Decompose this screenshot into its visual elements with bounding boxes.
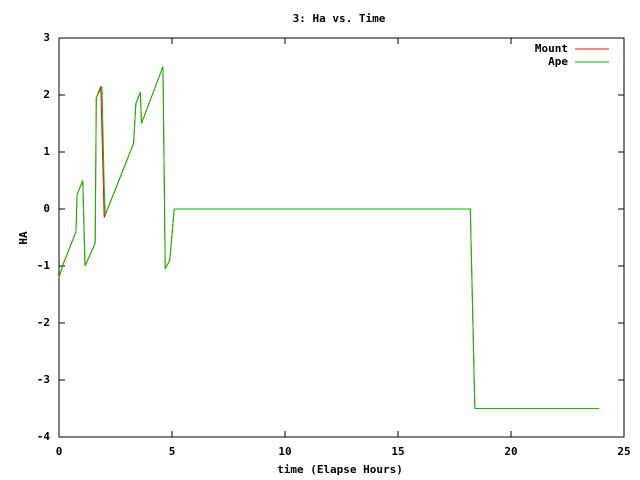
y-tick-label: 0 xyxy=(43,202,50,215)
chart-title: 3: Ha vs. Time xyxy=(293,12,386,25)
x-tick-label: 0 xyxy=(56,445,63,458)
x-axis-label: time (Elapse Hours) xyxy=(277,463,403,476)
y-axis-label: HA xyxy=(17,231,30,245)
y-tick-label: -3 xyxy=(37,373,50,386)
y-tick-label: -1 xyxy=(37,259,51,272)
x-tick-label: 20 xyxy=(504,445,517,458)
y-tick-label: -4 xyxy=(37,430,51,443)
y-tick-label: 2 xyxy=(43,88,50,101)
legend-label: Mount xyxy=(535,42,568,55)
y-tick-label: -2 xyxy=(37,316,50,329)
x-tick-label: 5 xyxy=(169,445,176,458)
data-line xyxy=(58,66,600,409)
x-tick-label: 15 xyxy=(391,445,404,458)
x-tick-label: 25 xyxy=(617,445,630,458)
legend-label: Ape xyxy=(548,55,568,68)
y-tick-label: 3 xyxy=(43,31,50,44)
y-tick-label: 1 xyxy=(43,145,50,158)
x-tick-label: 10 xyxy=(278,445,291,458)
plot-frame xyxy=(58,37,625,438)
data-line xyxy=(58,66,600,409)
